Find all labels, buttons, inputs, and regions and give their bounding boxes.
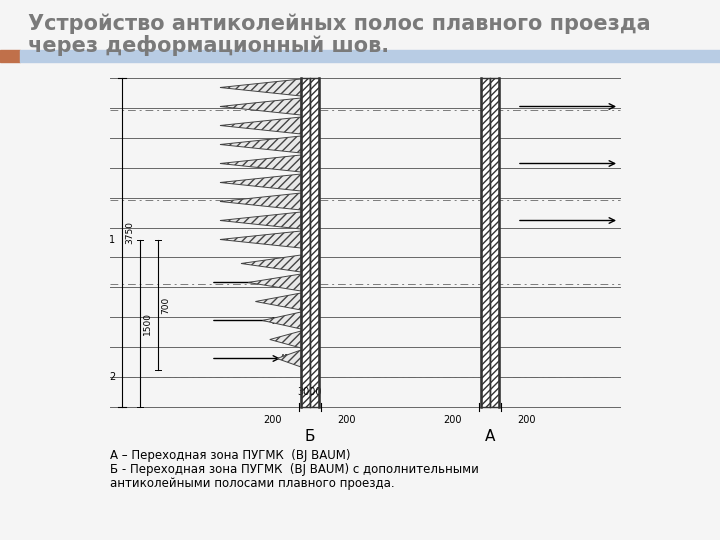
- Text: Б - Переходная зона ПУГМК  (BJ BAUM) с дополнительными: Б - Переходная зона ПУГМК (BJ BAUM) с до…: [110, 463, 479, 476]
- Text: через деформационный шов.: через деформационный шов.: [28, 35, 389, 56]
- Text: А: А: [485, 429, 495, 444]
- Text: 200: 200: [264, 415, 282, 425]
- Text: А – Переходная зона ПУГМК  (BJ BAUM): А – Переходная зона ПУГМК (BJ BAUM): [110, 449, 351, 462]
- Polygon shape: [220, 136, 301, 153]
- Bar: [310, 78, 319, 407]
- Polygon shape: [263, 312, 301, 329]
- Polygon shape: [277, 350, 301, 367]
- Bar: [0, 50, 20, 62]
- Bar: [301, 78, 310, 407]
- Text: 3000: 3000: [298, 387, 323, 397]
- Bar: [490, 78, 499, 407]
- Text: 3750: 3750: [125, 221, 134, 244]
- Text: Б: Б: [305, 429, 315, 444]
- Text: Устройство антиколейных полос плавного проезда: Устройство антиколейных полос плавного п…: [28, 13, 651, 33]
- Polygon shape: [220, 155, 301, 172]
- Polygon shape: [220, 98, 301, 115]
- Text: 700: 700: [161, 296, 170, 314]
- Text: 200: 200: [518, 415, 536, 425]
- Polygon shape: [256, 293, 301, 310]
- Bar: [481, 78, 490, 407]
- Polygon shape: [241, 255, 301, 272]
- Polygon shape: [220, 117, 301, 134]
- Text: 2: 2: [109, 372, 115, 382]
- Polygon shape: [220, 174, 301, 191]
- Polygon shape: [220, 231, 301, 248]
- Bar: [20, 50, 720, 62]
- Text: 200: 200: [338, 415, 356, 425]
- Text: 40: 40: [279, 354, 289, 363]
- Text: 1500: 1500: [143, 312, 152, 335]
- Text: 1: 1: [109, 235, 115, 245]
- Polygon shape: [220, 193, 301, 210]
- Polygon shape: [220, 79, 301, 96]
- Text: антиколейными полосами плавного проезда.: антиколейными полосами плавного проезда.: [110, 477, 395, 490]
- Text: 200: 200: [444, 415, 462, 425]
- Polygon shape: [270, 331, 301, 348]
- Polygon shape: [248, 274, 301, 291]
- Polygon shape: [220, 212, 301, 229]
